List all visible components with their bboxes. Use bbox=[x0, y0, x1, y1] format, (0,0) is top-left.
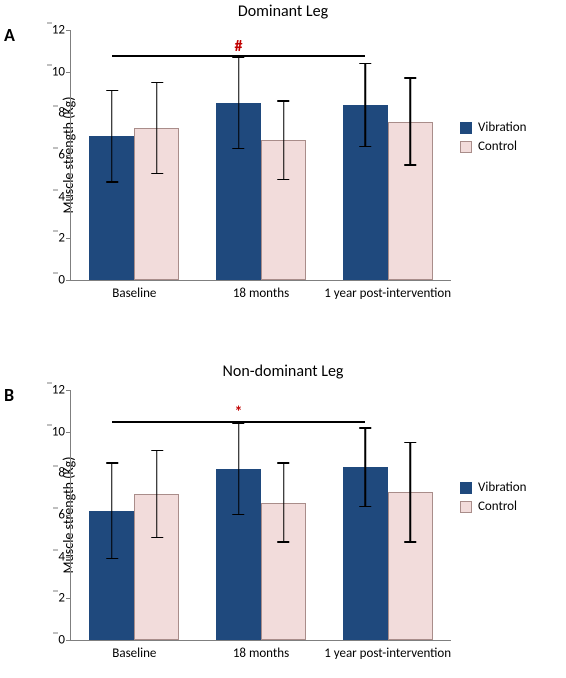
x-tick-label: 1 year post-intervention bbox=[324, 646, 451, 661]
y-tick-label: 0 bbox=[58, 633, 65, 648]
error-bar bbox=[364, 428, 366, 507]
legend-swatch-vibration bbox=[460, 482, 472, 494]
significance-symbol: * bbox=[235, 403, 243, 422]
y-tick-label: 4 bbox=[58, 189, 65, 204]
y-tick-label: 12 bbox=[52, 23, 65, 38]
error-bar bbox=[409, 442, 411, 542]
x-tick-label: 18 months bbox=[233, 286, 289, 301]
page: Dominant Leg A Muscle strength (Kg) 0246… bbox=[0, 0, 566, 678]
panel-a-letter: A bbox=[4, 24, 15, 46]
error-bar bbox=[111, 90, 113, 182]
panel-b: Non-dominant Leg B Muscle strength (Kg) … bbox=[0, 360, 566, 678]
legend-item-vibration: Vibration bbox=[460, 480, 527, 495]
y-tick-label: 0 bbox=[58, 273, 65, 288]
y-tick-label: 8 bbox=[58, 106, 65, 121]
panel-a: Dominant Leg A Muscle strength (Kg) 0246… bbox=[0, 0, 566, 320]
x-tick-label: 18 months bbox=[233, 646, 289, 661]
x-tick-label: Baseline bbox=[112, 646, 156, 661]
legend-item-control: Control bbox=[460, 499, 527, 514]
legend-label-control: Control bbox=[478, 139, 517, 154]
legend-label-vibration: Vibration bbox=[478, 120, 527, 135]
legend-swatch-control bbox=[460, 141, 472, 153]
significance-symbol: # bbox=[235, 37, 243, 56]
y-tick-label: 10 bbox=[52, 424, 65, 439]
error-bar bbox=[409, 78, 411, 166]
chart-b-legend: Vibration Control bbox=[460, 480, 527, 518]
legend-label-vibration: Vibration bbox=[478, 480, 527, 495]
y-tick-label: 6 bbox=[58, 508, 65, 523]
y-tick-label: 10 bbox=[52, 64, 65, 79]
y-tick-label: 2 bbox=[58, 231, 65, 246]
y-tick-label: 2 bbox=[58, 591, 65, 606]
legend-swatch-control bbox=[460, 501, 472, 513]
x-tick-label: Baseline bbox=[112, 286, 156, 301]
panel-b-letter: B bbox=[4, 384, 14, 406]
y-tick-label: 6 bbox=[58, 148, 65, 163]
legend-item-vibration: Vibration bbox=[460, 120, 527, 135]
error-bar bbox=[283, 101, 285, 180]
legend-swatch-vibration bbox=[460, 122, 472, 134]
error-bar bbox=[111, 463, 113, 559]
error-bar bbox=[156, 450, 158, 538]
y-tick-label: 12 bbox=[52, 383, 65, 398]
error-bar bbox=[156, 82, 158, 174]
error-bar bbox=[283, 463, 285, 542]
chart-b-title: Non-dominant Leg bbox=[0, 362, 566, 381]
chart-b-plot: 024681012Baseline18 months1 year post-in… bbox=[70, 390, 451, 641]
legend-item-control: Control bbox=[460, 139, 527, 154]
error-bar bbox=[238, 57, 240, 149]
y-tick-label: 4 bbox=[58, 549, 65, 564]
error-bar bbox=[364, 63, 366, 146]
legend-label-control: Control bbox=[478, 499, 517, 514]
y-tick-label: 8 bbox=[58, 466, 65, 481]
x-tick-label: 1 year post-intervention bbox=[324, 286, 451, 301]
chart-a-title: Dominant Leg bbox=[0, 2, 566, 21]
chart-a-plot: 024681012Baseline18 months1 year post-in… bbox=[70, 30, 451, 281]
error-bar bbox=[238, 423, 240, 515]
chart-a-legend: Vibration Control bbox=[460, 120, 527, 158]
